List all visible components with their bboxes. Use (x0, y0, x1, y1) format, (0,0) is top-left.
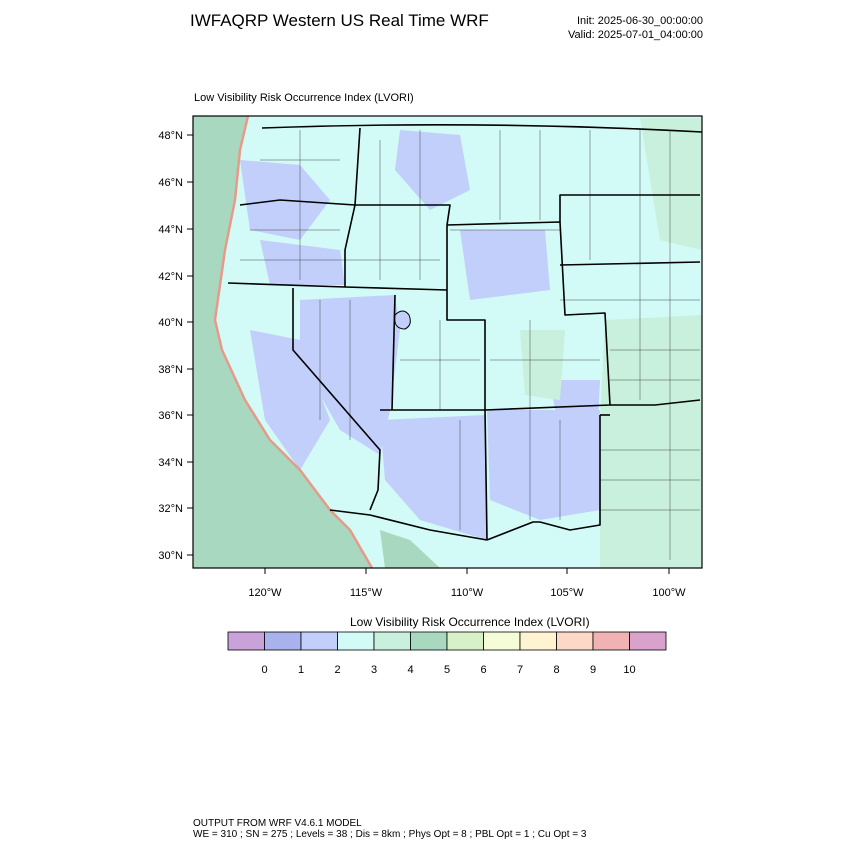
map-label: Low Visibility Risk Occurrence Index (LV… (194, 92, 414, 104)
colorbar-label: 5 (444, 664, 450, 676)
lat-label: 34°N (158, 457, 183, 469)
map (192, 115, 703, 569)
lat-label: 48°N (158, 130, 183, 142)
colorbar: 0 1 2 3 4 5 6 7 8 9 10 (227, 631, 667, 676)
colorbar-label: 4 (407, 664, 413, 676)
state-borders (227, 124, 702, 541)
lat-label: 30°N (158, 550, 183, 562)
colorbar-box (410, 631, 448, 651)
lon-label: 105°W (550, 587, 584, 599)
county-lines (240, 130, 700, 560)
lon-label: 100°W (652, 587, 686, 599)
great-salt-lake (394, 310, 411, 330)
footer-line: OUTPUT FROM WRF V4.6.1 MODEL (193, 818, 362, 829)
moderate-areas (520, 118, 702, 568)
footer-line: WE = 310 ; SN = 275 ; Levels = 38 ; Dis … (193, 829, 587, 840)
lat-label: 32°N (158, 503, 183, 515)
lat-label: 40°N (158, 317, 183, 329)
lon-label: 115°W (350, 587, 383, 599)
colorbar-label: 1 (298, 664, 304, 676)
lat-label: 36°N (158, 410, 183, 422)
init-time: Init: 2025-06-30_00:00:00 (577, 15, 703, 27)
valid-time: Valid: 2025-07-01_04:00:00 (568, 29, 703, 41)
lat-label: 46°N (158, 177, 183, 189)
risk-areas (240, 130, 600, 540)
lat-label: 42°N (158, 271, 183, 283)
colorbar-label: 8 (553, 664, 559, 676)
colorbar-label: 7 (517, 664, 523, 676)
colorbar-label: 2 (334, 664, 340, 676)
colorbar-label: 9 (590, 664, 596, 676)
colorbar-box (519, 631, 557, 651)
lat-label: 38°N (158, 364, 183, 376)
colorbar-box (592, 631, 630, 651)
coast-highlight (213, 116, 374, 568)
colorbar-label: 6 (480, 664, 486, 676)
colorbar-box (337, 631, 375, 651)
colorbar-box (556, 631, 594, 651)
colorbar-box (483, 631, 521, 651)
colorbar-label: 0 (261, 664, 267, 676)
colorbar-box (264, 631, 302, 651)
lon-label: 120°W (248, 587, 282, 599)
colorbar-box (300, 631, 338, 651)
colorbar-box (373, 631, 411, 651)
colorbar-title: Low Visibility Risk Occurrence Index (LV… (350, 615, 590, 629)
lat-label: 44°N (158, 224, 183, 236)
map-frame (192, 115, 703, 569)
colorbar-box (227, 631, 265, 651)
gulf (380, 530, 440, 568)
title: IWFAQRP Western US Real Time WRF (190, 11, 489, 30)
ocean (193, 116, 372, 568)
colorbar-label: 10 (623, 664, 635, 676)
colorbar-box (629, 631, 667, 651)
colorbar-box (446, 631, 484, 651)
lon-label: 110°W (451, 587, 484, 599)
colorbar-label: 3 (371, 664, 377, 676)
